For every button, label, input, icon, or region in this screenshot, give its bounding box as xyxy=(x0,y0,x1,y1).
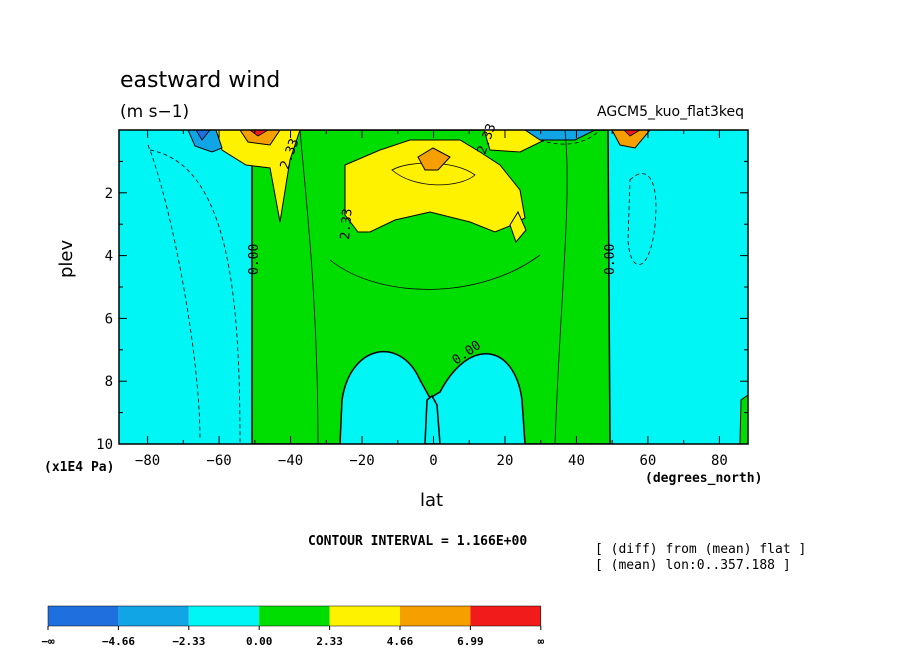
colorbar-swatch xyxy=(118,606,189,626)
x-tick-label: −20 xyxy=(349,453,374,469)
contour-line-negative xyxy=(147,144,201,441)
colorbar-frame xyxy=(47,605,542,627)
colorbar-swatch xyxy=(259,606,330,626)
field-yellow-west xyxy=(214,130,301,223)
colorbar-swatch xyxy=(400,606,471,626)
colorbar-label: −4.66 xyxy=(102,635,135,648)
field-blue-west xyxy=(187,130,223,153)
y-tick-label: 10 xyxy=(96,437,113,453)
x-axis-unit: (degrees_north) xyxy=(645,471,763,486)
x-tick-label: 20 xyxy=(497,453,514,469)
info-line-1: [ (diff) from (mean) flat ] xyxy=(595,542,807,557)
contour-label: 0.00 xyxy=(603,244,618,275)
colorbar-swatch xyxy=(188,606,260,626)
field-orange-east xyxy=(611,130,651,149)
info-line-2: [ (mean) lon:0..357.188 ] xyxy=(595,558,791,573)
field-blue-east xyxy=(524,130,596,141)
y-tick-label: 8 xyxy=(105,374,113,390)
contour-line-negative xyxy=(149,149,241,444)
colorbar-label: −2.33 xyxy=(172,635,205,648)
x-tick-label: 0 xyxy=(429,453,437,469)
y-tick-label: 4 xyxy=(105,249,113,265)
contour-label: 2.33 xyxy=(338,208,356,241)
colorbar-label: 6.99 xyxy=(457,635,484,648)
x-tick-label: 40 xyxy=(568,453,585,469)
colorbar-swatch xyxy=(470,606,541,626)
colorbar-label: 4.66 xyxy=(387,635,414,648)
colorbar-label: 0.00 xyxy=(246,635,273,648)
contour-line xyxy=(554,130,568,444)
chart-title: eastward wind xyxy=(120,68,281,93)
colorbar-label: ∞ xyxy=(537,635,544,648)
contour-label: 0.00 xyxy=(247,244,262,275)
field-green-patch-east xyxy=(739,394,748,444)
field-red-east xyxy=(623,130,641,137)
field-orange-core xyxy=(417,147,451,171)
field-orange-west xyxy=(239,130,281,146)
chart-units: (m s−1) xyxy=(120,102,190,122)
field-darkblue-west xyxy=(195,130,211,141)
colorbar-label: −∞ xyxy=(41,635,55,648)
contour-line xyxy=(329,254,541,290)
contour-line-central xyxy=(391,162,476,186)
y-tick-label: 2 xyxy=(105,186,113,202)
contour-line-negative xyxy=(627,173,657,266)
x-tick-label: 80 xyxy=(711,453,728,469)
experiment-name: AGCM5_kuo_flat3keq xyxy=(597,104,744,120)
x-tick-label: 60 xyxy=(640,453,657,469)
x-tick-label: −60 xyxy=(206,453,231,469)
field-yellow-diamond xyxy=(509,210,527,243)
y-axis-unit: (x1E4 Pa) xyxy=(44,460,115,475)
x-tick-label: −80 xyxy=(135,453,160,469)
x-axis-label: lat xyxy=(420,490,444,511)
colorbar-label: 2.33 xyxy=(316,635,343,648)
colorbar-swatch xyxy=(329,606,400,626)
contour-fields xyxy=(119,130,748,444)
field-cyan-patch xyxy=(424,394,441,444)
contour-interval: CONTOUR INTERVAL = 1.166E+00 xyxy=(308,534,528,549)
contour-line-negative xyxy=(539,130,601,145)
x-tick-label: −40 xyxy=(278,453,303,469)
contour-line xyxy=(299,130,319,444)
colorbar-swatch xyxy=(48,606,119,626)
y-tick-label: 6 xyxy=(105,311,113,327)
